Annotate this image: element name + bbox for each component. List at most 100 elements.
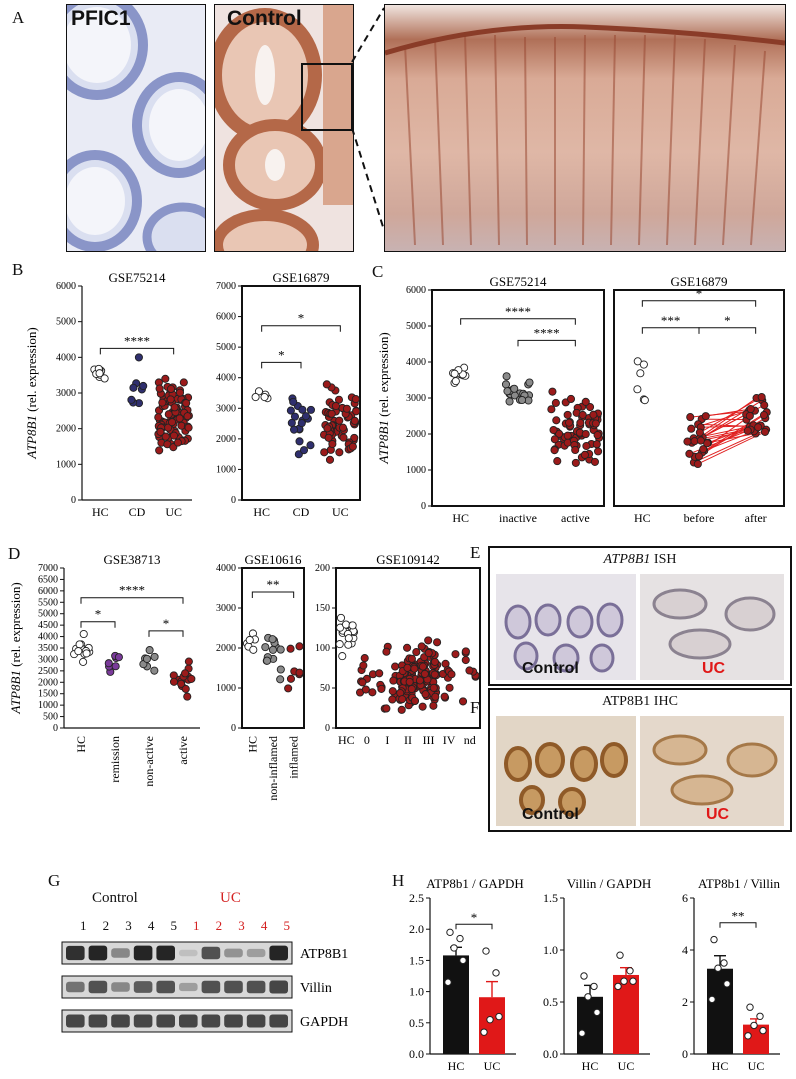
y-tick-label: 3000 — [38, 654, 58, 665]
data-point — [760, 401, 769, 410]
blot-band — [201, 1014, 221, 1028]
y-axis-title: ATP8B1 (rel. expression) — [8, 582, 23, 714]
data-point — [407, 684, 416, 694]
y-tick-label: 2500 — [38, 666, 58, 677]
data-point — [398, 695, 407, 704]
data-point — [397, 705, 406, 714]
blot-band — [156, 945, 175, 961]
blot-band — [88, 980, 108, 994]
data-point — [323, 424, 332, 433]
data-point — [338, 423, 348, 432]
significance-bracket — [80, 621, 116, 628]
x-tick-label: before — [684, 511, 715, 525]
ihc-uc-image: UC — [640, 716, 784, 826]
y-tick-label: 6000 — [38, 586, 58, 597]
significance-label: * — [278, 347, 285, 362]
data-point — [352, 407, 361, 416]
blot-band — [133, 1014, 153, 1028]
data-point — [686, 413, 695, 422]
data-point — [175, 414, 184, 423]
blot-band — [179, 982, 198, 992]
data-point — [421, 690, 430, 699]
blot-band — [246, 980, 266, 994]
data-point — [268, 645, 278, 654]
plot-frame — [613, 289, 785, 507]
blot-control-group: Control — [92, 890, 138, 906]
blot-uc-group: UC — [220, 890, 241, 906]
panel-f-frame: ATP8B1 IHC Control UC — [488, 688, 792, 832]
data-point — [444, 978, 452, 986]
x-tick-label: I — [385, 733, 389, 747]
data-point — [743, 426, 752, 435]
data-point — [756, 1012, 764, 1021]
chart-d3: GSE109142 0 50 100 150 200 HC 0 I II III IV nd — [310, 548, 486, 828]
data-point — [335, 640, 344, 649]
panel-letter-b: B — [12, 260, 24, 279]
data-point — [582, 441, 591, 451]
significance-bracket — [148, 630, 184, 637]
data-point — [461, 656, 470, 665]
data-point — [633, 357, 642, 366]
data-point — [166, 384, 176, 394]
lane-number: 4 — [148, 918, 155, 933]
data-point — [746, 1003, 754, 1011]
y-tick-label: 2.5 — [409, 891, 424, 905]
data-point — [510, 384, 519, 393]
x-tick-label: HC — [452, 511, 469, 525]
significance-label: * — [95, 607, 102, 622]
chart-h1: ATP8b1 / GAPDH 0.0 0.5 1.0 1.5 2.0 2.5 HC UC * — [392, 876, 526, 1074]
chart-title: GSE16879 — [670, 274, 727, 289]
data-point — [156, 427, 165, 436]
chart-title: GSE38713 — [103, 552, 160, 567]
blot-band — [133, 981, 153, 993]
x-tick-label: inactive — [499, 511, 537, 525]
lane-number: 2 — [103, 918, 110, 933]
x-tick-label: HC — [74, 736, 88, 753]
data-point — [701, 412, 710, 421]
x-tick-label: CD — [129, 505, 146, 519]
y-tick-label: 0 — [682, 1047, 688, 1061]
data-point — [320, 448, 329, 457]
data-point — [626, 967, 634, 975]
panel-letter-f: F — [470, 698, 480, 717]
data-point — [142, 654, 152, 663]
y-tick-label: 1.5 — [409, 953, 424, 967]
data-point — [95, 369, 104, 378]
histology-zoom-image — [384, 4, 786, 252]
data-point — [348, 621, 357, 630]
data-point — [388, 687, 397, 696]
data-point — [155, 384, 164, 393]
y-tick-label: 5500 — [38, 597, 58, 608]
data-point — [145, 646, 154, 655]
y-tick-label: 0 — [231, 723, 236, 734]
significance-label: * — [163, 616, 170, 631]
data-point — [181, 684, 190, 693]
blot-strip — [61, 941, 293, 965]
paired-line — [707, 433, 756, 444]
data-point — [584, 993, 592, 1001]
data-point — [447, 670, 456, 679]
data-point — [359, 661, 368, 670]
data-point — [564, 418, 574, 427]
plot-frame — [241, 285, 361, 501]
data-point — [723, 980, 731, 988]
data-point — [518, 395, 527, 405]
y-tick-label: 0.0 — [543, 1047, 558, 1061]
blot-band — [224, 980, 243, 994]
data-point — [284, 684, 293, 693]
ish-control-label: Control — [522, 660, 579, 677]
data-point — [548, 387, 557, 396]
data-point — [708, 995, 716, 1004]
data-point — [377, 684, 386, 693]
paired-line — [701, 418, 747, 421]
western-blot: 1 2 3 4 5 1 2 3 4 5 ATP8B1 Villin GAPDH — [60, 910, 350, 1050]
y-tick-label: 1000 — [216, 683, 236, 694]
histology-pfic1-image: PFIC1 — [66, 4, 206, 252]
data-point — [169, 677, 179, 686]
data-point — [407, 654, 416, 663]
y-tick-label: 6500 — [38, 574, 58, 585]
data-point — [759, 411, 769, 420]
data-point — [183, 692, 192, 701]
significance-bracket — [460, 318, 576, 325]
significance-label: * — [696, 286, 703, 301]
